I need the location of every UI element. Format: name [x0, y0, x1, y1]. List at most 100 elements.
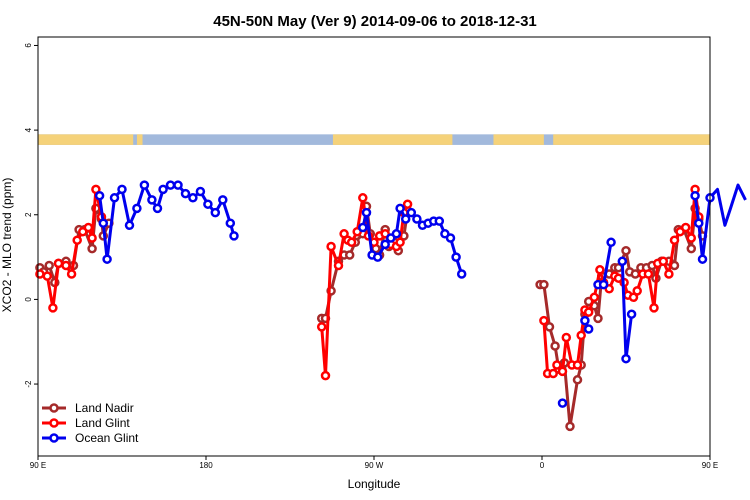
land-glint-point	[576, 330, 586, 341]
legend-item-land-nadir: Land Nadir	[42, 401, 134, 415]
ocean-glint-point	[210, 207, 221, 218]
y-tick-label: 2	[24, 212, 33, 217]
land-glint-point	[548, 368, 558, 379]
land-glint-point	[595, 265, 605, 275]
land-glint-point	[402, 199, 413, 209]
land-glint-point	[632, 286, 642, 296]
land-glint-point	[53, 258, 64, 269]
land-nadir-point	[593, 313, 603, 324]
land-glint-point	[583, 307, 594, 317]
land-band	[493, 134, 544, 145]
ocean-glint-point	[694, 218, 704, 228]
land-nadir-point	[87, 243, 97, 254]
ocean-glint-point	[557, 398, 568, 408]
ocean-glint-point	[109, 193, 120, 203]
land-nadir-point	[44, 260, 54, 271]
series-ocean-glint	[94, 180, 747, 408]
land-glint-point	[346, 237, 357, 248]
land-nadir-point	[344, 250, 355, 260]
land-ocean-strip	[38, 134, 710, 145]
ocean-glint-point	[139, 180, 150, 190]
land-glint-point	[61, 260, 71, 271]
land-glint-line	[39, 187, 103, 310]
land-nadir-point	[686, 243, 697, 254]
land-band	[38, 134, 134, 145]
land-glint-point	[42, 271, 53, 281]
legend-label: Land Glint	[75, 416, 130, 430]
legend-swatch-marker	[49, 433, 59, 443]
ocean-glint-line	[693, 183, 747, 261]
ocean-glint-point	[583, 324, 594, 334]
ocean-glint-point	[697, 254, 708, 264]
y-axis: -2 0 2 4 6	[24, 43, 38, 388]
land-glint-point	[552, 360, 562, 370]
land-glint-point	[561, 332, 572, 343]
ocean-glint-point	[617, 256, 628, 267]
chart-title: 45N-50N May (Ver 9) 2014-09-06 to 2018-1…	[213, 13, 537, 30]
x-tick-label: 180	[199, 461, 213, 470]
land-nadir-point	[630, 269, 641, 279]
x-tick-label: 90 E	[702, 461, 718, 470]
land-glint-point	[83, 222, 94, 233]
ocean-glint-point	[690, 190, 700, 201]
land-glint-point	[66, 269, 77, 279]
ocean-glint-point	[380, 239, 390, 250]
land-nadir-point	[544, 322, 555, 332]
legend-label: Land Nadir	[75, 401, 134, 415]
x-tick-label: 0	[540, 461, 545, 470]
ocean-glint-point	[203, 199, 213, 209]
land-glint-point	[669, 235, 680, 245]
land-nadir-point	[565, 421, 575, 432]
ocean-glint-point	[218, 195, 228, 205]
land-glint-point	[557, 366, 568, 377]
ocean-glint-point	[358, 222, 368, 233]
land-nadir-point	[572, 375, 583, 385]
ocean-glint-point	[406, 207, 417, 218]
x-tick-label: 90 W	[365, 461, 384, 470]
land-glint-point	[658, 256, 669, 267]
land-glint-point	[333, 260, 344, 271]
ocean-glint-point	[94, 190, 105, 201]
ocean-glint-point	[173, 180, 183, 190]
land-glint-point	[686, 233, 697, 243]
y-tick-label: 4	[24, 127, 33, 132]
land-glint-point	[339, 229, 349, 239]
ocean-glint-point	[391, 229, 402, 239]
land-glint-point	[358, 193, 368, 203]
land-band	[332, 134, 453, 145]
land-glint-point	[680, 222, 691, 233]
ocean-glint-point	[400, 214, 411, 224]
ocean-glint-point	[102, 254, 112, 264]
land-glint-point	[395, 237, 405, 248]
land-glint-point	[649, 303, 659, 313]
x-tick-label: 90 E	[30, 461, 46, 470]
ocean-glint-point	[361, 207, 372, 218]
land-glint-point	[643, 269, 654, 279]
ocean-glint-point	[225, 218, 236, 228]
ocean-glint-line	[98, 183, 236, 261]
ocean-glint-point	[580, 315, 590, 326]
land-glint-point	[35, 269, 45, 279]
ocean-glint-point	[606, 237, 616, 248]
series-layer	[35, 180, 747, 432]
ocean-glint-point	[147, 195, 157, 205]
land-nadir-point	[621, 245, 631, 256]
land-band	[553, 134, 710, 145]
legend-item-ocean-glint: Ocean Glint	[42, 431, 139, 445]
ocean-glint-point	[117, 184, 127, 195]
land-band	[136, 134, 143, 145]
y-tick-label: 6	[24, 43, 33, 48]
x-axis-label: Longitude	[348, 477, 401, 491]
ocean-glint-point	[445, 233, 456, 243]
land-glint-point	[316, 322, 327, 332]
ocean-glint-point	[372, 252, 383, 262]
legend-label: Ocean Glint	[75, 431, 139, 445]
ocean-glint-point	[621, 353, 631, 364]
legend-swatch-marker	[49, 418, 59, 428]
land-glint-point	[48, 303, 58, 313]
ocean-glint-point	[124, 220, 135, 231]
ocean-glint-point	[158, 184, 168, 195]
ocean-glint-point	[98, 218, 109, 228]
